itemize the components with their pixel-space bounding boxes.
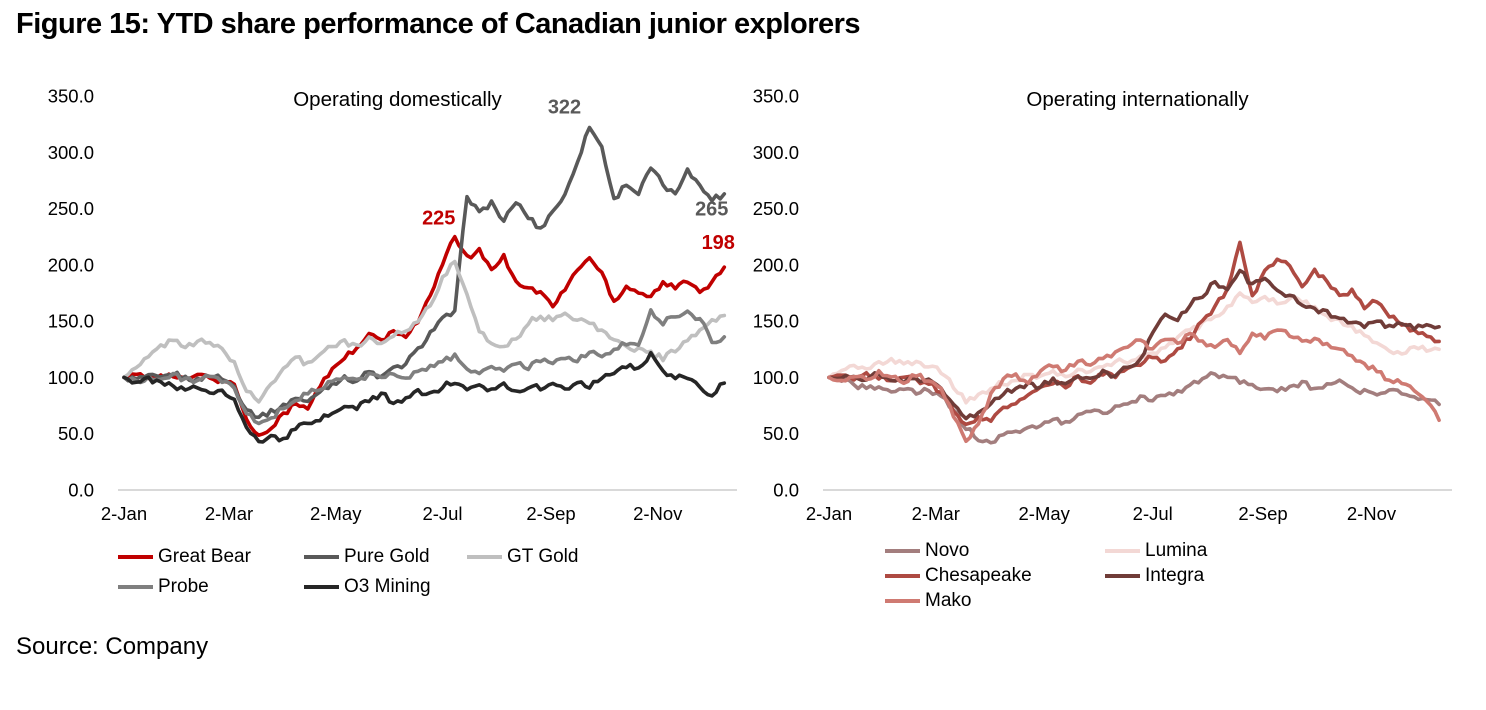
x-tick-label: 2-Jan [806,503,852,524]
legend-swatch [1105,574,1140,578]
y-tick-label: 200.0 [48,254,94,275]
series-line-novo [827,371,1441,445]
legend-item-novo: Novo [885,540,1105,562]
legend-swatch [885,599,920,603]
legend-swatch [885,549,920,553]
y-tick-label: 250.0 [753,198,799,219]
chart-operating-internationally: Operating internationally 0.0 50.0 100.0 150… [753,86,1452,524]
legend-international: Novo Lumina Chesapeake Integra Mako [885,540,1285,612]
series-line-probe [122,308,727,426]
series-line-chesapeake [827,240,1441,427]
y-tick-label: 150.0 [48,311,94,332]
legend-swatch [118,555,153,559]
chart-title: Operating domestically [293,88,502,111]
y-tick-label: 350.0 [753,86,799,107]
x-tick-label: 2-Jul [1133,503,1173,524]
y-tick-label: 50.0 [763,423,799,444]
series-line-mako [827,328,1441,444]
x-tick-label: 2-Mar [205,503,253,524]
y-tick-label: 50.0 [58,423,94,444]
x-tick-label: 2-Nov [633,503,683,524]
figure-title: Figure 15: YTD share performance of Cana… [16,8,861,40]
y-tick-label: 300.0 [48,142,94,163]
x-tick-label: 2-May [310,503,362,524]
legend-item-great-bear: Great Bear [118,546,304,568]
legend-item-integra: Integra [1105,565,1285,587]
legend-swatch [304,555,339,559]
legend-label: Pure Gold [344,546,430,567]
y-tick-label: 0.0 [773,480,799,501]
legend-swatch [1105,549,1140,553]
legend-item-pure-gold: Pure Gold [304,546,467,568]
legend-label: Novo [925,540,970,561]
y-tick-label: 100.0 [48,367,94,388]
data-label-265: 265 [695,199,728,221]
legend-label: GT Gold [507,546,579,567]
legend-item-chesapeake: Chesapeake [885,565,1105,587]
legend-swatch [885,574,920,578]
legend-label: Probe [158,576,209,597]
source-note: Source: Company [16,633,209,660]
data-label-322: 322 [548,97,581,119]
series-line-pure-gold [122,125,727,420]
x-tick-label: 2-Sep [526,503,575,524]
legend-item-lumina: Lumina [1105,540,1285,562]
legend-item-o3-mining: O3 Mining [304,576,467,598]
legend-label: O3 Mining [344,576,431,597]
y-tick-label: 0.0 [68,480,94,501]
data-label-225: 225 [422,208,455,230]
y-tick-label: 200.0 [753,254,799,275]
legend-label: Mako [925,590,972,611]
legend-swatch [118,585,153,589]
legend-swatch [304,585,339,589]
series-line-o3-mining [122,350,727,444]
legend-label: Chesapeake [925,565,1032,586]
data-label-198: 198 [702,232,735,254]
x-tick-label: 2-Jul [422,503,462,524]
y-tick-label: 350.0 [48,86,94,107]
y-tick-label: 100.0 [753,367,799,388]
x-tick-label: 2-Mar [912,503,960,524]
x-tick-label: 2-Sep [1238,503,1287,524]
x-tick-label: 2-May [1019,503,1071,524]
legend-swatch [467,555,502,559]
legend-label: Lumina [1145,540,1208,561]
legend-domestic: Great Bear Pure Gold GT Gold Probe O3 Mining [118,546,617,598]
x-tick-label: 2-Jan [101,503,147,524]
legend-item-mako: Mako [885,590,1105,612]
legend-item-probe: Probe [118,576,304,598]
y-tick-label: 250.0 [48,198,94,219]
y-tick-label: 150.0 [753,311,799,332]
series-line-great-bear [122,234,727,437]
legend-label: Integra [1145,565,1205,586]
x-tick-label: 2-Nov [1347,503,1397,524]
chart-operating-domestically: Operating domestically 0.0 50.0 100.0 150.0 2… [48,86,737,524]
legend-item-gt-gold: GT Gold [467,546,617,568]
chart-title: Operating internationally [1026,88,1249,111]
y-tick-label: 300.0 [753,142,799,163]
legend-label: Great Bear [158,546,251,567]
